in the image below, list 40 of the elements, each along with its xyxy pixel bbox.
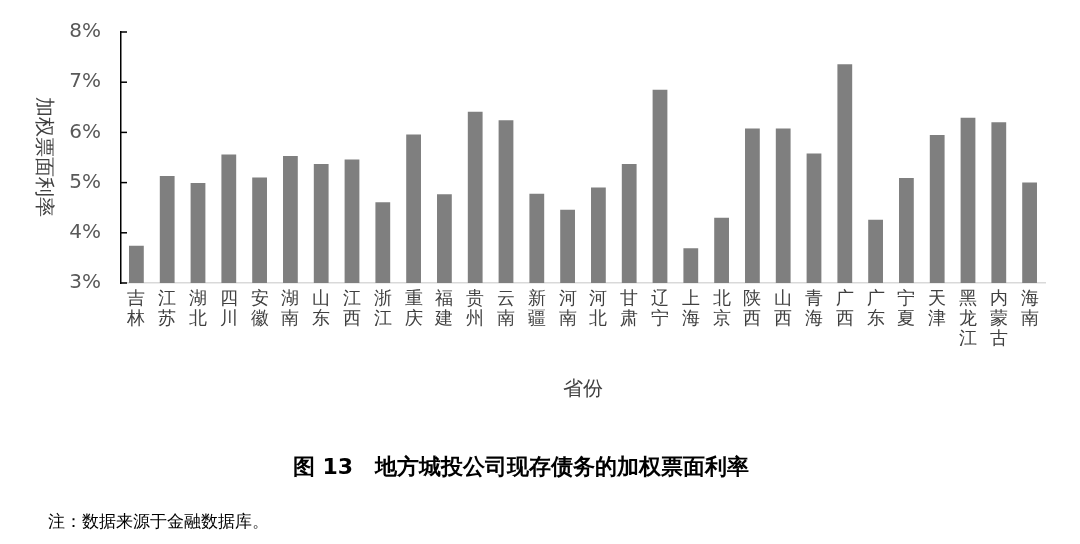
x-tick-label: 甘肃 [620, 286, 639, 328]
x-tick-label: 江西 [343, 286, 361, 328]
x-tick-label: 安徽 [250, 286, 269, 328]
x-tick-label: 福建 [434, 286, 454, 328]
y-tick-label: 4% [69, 219, 101, 243]
text: 图 13 地方城投公司现存债务的加权票面利率 [291, 453, 751, 481]
x-tick-label: 山西 [774, 286, 793, 328]
y-tick-label: 7% [69, 68, 101, 93]
x-tick-label: 吉林 [126, 286, 146, 328]
x-tick-label: 北京 [712, 286, 731, 328]
x-tick-label: 山东 [312, 286, 331, 328]
y-axis-title: 加权票面利率 [33, 97, 57, 217]
x-tick-label: 重庆 [404, 286, 423, 328]
x-tick-label: 内蒙古 [989, 286, 1008, 349]
x-tick-label: 江苏 [158, 286, 177, 328]
x-tick-label: 浙江 [373, 286, 392, 328]
x-tick-label: 广西 [835, 286, 854, 328]
x-tick-label: 河南 [558, 286, 577, 328]
y-tick-label: 8% [69, 18, 101, 43]
x-tick-label: 天津 [928, 286, 947, 328]
x-tick-label: 湖南 [281, 286, 300, 328]
x-tick-label: 四川 [219, 286, 238, 328]
x-tick-label: 云南 [497, 286, 515, 328]
x-axis-title: 省份 [563, 376, 603, 401]
y-tick-label: 3% [69, 269, 101, 294]
x-tick-label: 湖北 [189, 286, 207, 328]
x-tick-label: 贵州 [466, 286, 485, 328]
x-tick-label: 宁夏 [897, 286, 916, 328]
x-tick-label: 广东 [866, 286, 885, 328]
x-tick-label: 海南 [1020, 286, 1039, 328]
text: 注：数据来源于金融数据库。 [48, 510, 269, 533]
x-tick-label: 陕西 [743, 286, 762, 328]
x-tick-label: 新疆 [527, 286, 546, 328]
x-tick-label: 青海 [805, 286, 823, 328]
x-tick-label: 上海 [681, 286, 700, 328]
y-tick-label: 5% [69, 168, 101, 193]
x-tick-label: 辽宁 [651, 286, 669, 328]
y-tick-label: 6% [69, 118, 101, 143]
x-tick-label: 黑龙江 [959, 286, 977, 349]
x-tick-label: 河北 [589, 286, 608, 328]
